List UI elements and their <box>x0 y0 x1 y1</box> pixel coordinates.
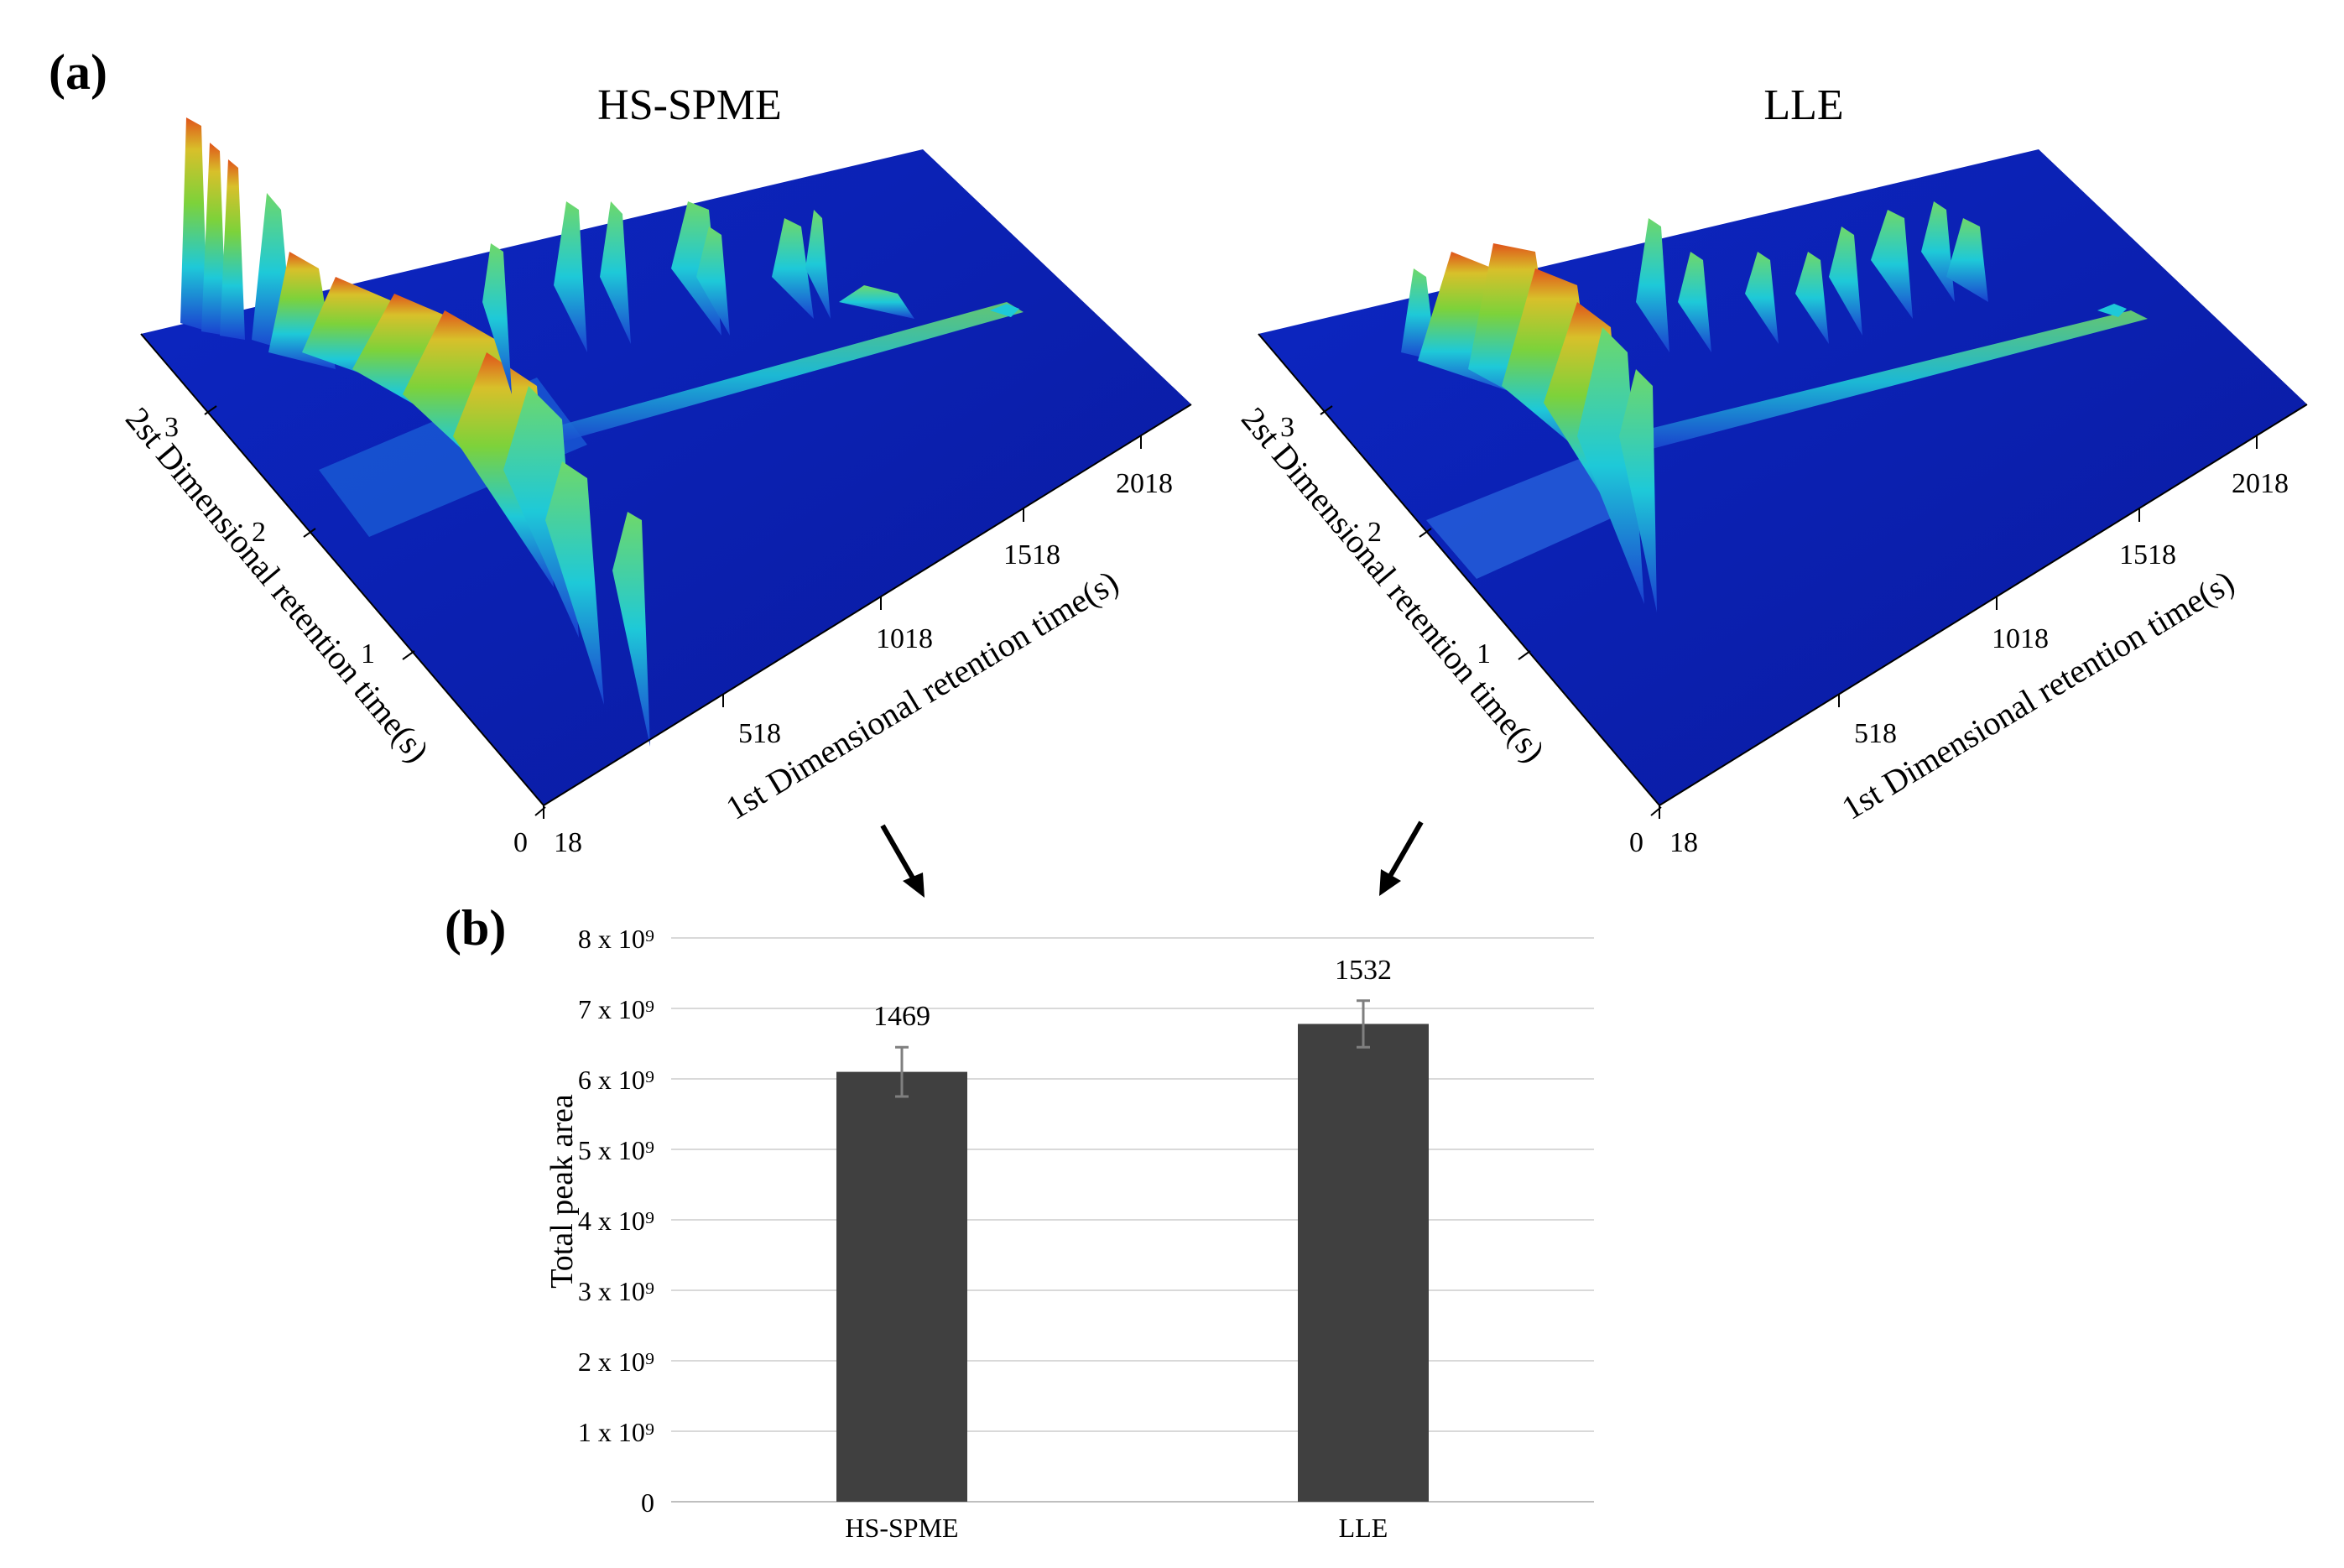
y-tick-label: 0 <box>641 1487 654 1518</box>
hs-spme-x-tick-518: 518 <box>738 718 781 749</box>
category-label-hs-spme: HS-SPME <box>845 1513 958 1543</box>
y-tick-label: 8 x 10⁹ <box>578 924 654 954</box>
hs-spme-y-tick-3: 3 <box>164 412 179 443</box>
lle-x-ticks <box>1659 435 2258 819</box>
lle-x-tick-1018: 1018 <box>1992 623 2049 654</box>
lle-x-tick-1518: 1518 <box>2119 539 2176 570</box>
lle-y-tick-0: 0 <box>1629 827 1643 858</box>
hs-spme-peaks <box>180 117 1019 747</box>
hs-spme-y-tick-1: 1 <box>361 638 375 669</box>
bar-chart-gridlines <box>671 937 1594 1503</box>
hs-spme-horizontal-ridge <box>520 302 1024 449</box>
bar-chart-bars: 1469 HS-SPME 1532 LLE <box>836 955 1429 1543</box>
lle-x-tick-518: 518 <box>1854 718 1897 749</box>
error-bar-hs-spme <box>895 1045 909 1098</box>
y-tick-label: 1 x 10⁹ <box>578 1417 654 1447</box>
lle-horizontal-ridge <box>1619 310 2148 453</box>
lle-y-ticks <box>1320 405 1662 816</box>
lle-x-axis-line <box>1659 404 2308 806</box>
panel-b-label: (b) <box>445 900 507 956</box>
hs-spme-x-tick-18: 18 <box>554 827 582 858</box>
lle-y-axis-line <box>1258 333 1660 806</box>
lle-x-tick-18: 18 <box>1669 827 1698 858</box>
hs-spme-y-tick-2: 2 <box>252 517 266 548</box>
hs-spme-x-ticks <box>543 435 1142 819</box>
bar-chart-y-ticks: 0 1 x 10⁹ 2 x 10⁹ 3 x 10⁹ 4 x 10⁹ 5 x 10⁹ 6 x … <box>578 924 654 1518</box>
lle-y-tick-1: 1 <box>1477 638 1491 669</box>
error-bar-lle <box>1357 999 1370 1049</box>
hs-spme-x-tick-1518: 1518 <box>1003 539 1060 570</box>
bar-hs-spme <box>836 1071 967 1502</box>
surface-title-lle: LLE <box>1763 81 1844 129</box>
y-tick-label: 3 x 10⁹ <box>578 1276 654 1306</box>
lle-y-tick-2: 2 <box>1367 517 1382 548</box>
bar-lle <box>1298 1024 1429 1502</box>
arrow-lle-to-bar <box>1379 820 1424 896</box>
hs-spme-y-tick-0: 0 <box>513 827 528 858</box>
lle-ridge <box>1426 453 1644 579</box>
y-tick-label: 2 x 10⁹ <box>578 1347 654 1377</box>
y-tick-label: 7 x 10⁹ <box>578 994 654 1024</box>
y-tick-label: 5 x 10⁹ <box>578 1135 654 1165</box>
data-label-hs-spme: 1469 <box>873 1001 930 1032</box>
lle-x-tick-2018: 2018 <box>2232 468 2289 499</box>
category-label-lle: LLE <box>1339 1513 1388 1543</box>
hs-spme-x-axis-line <box>543 404 1192 806</box>
panel-a-label: (a) <box>49 44 107 100</box>
lle-y-tick-3: 3 <box>1280 412 1294 443</box>
y-tick-label: 6 x 10⁹ <box>578 1065 654 1095</box>
hs-spme-x-tick-2018: 2018 <box>1116 468 1173 499</box>
bar-chart-y-axis-label: Total peak area <box>544 1094 580 1289</box>
y-tick-label: 4 x 10⁹ <box>578 1206 654 1236</box>
arrow-hs-spme-to-bar <box>880 824 925 898</box>
surface-title-hs-spme: HS-SPME <box>597 81 782 129</box>
hs-spme-x-tick-1018: 1018 <box>876 623 933 654</box>
lle-peaks <box>1401 201 2127 612</box>
data-label-lle: 1532 <box>1335 955 1392 986</box>
